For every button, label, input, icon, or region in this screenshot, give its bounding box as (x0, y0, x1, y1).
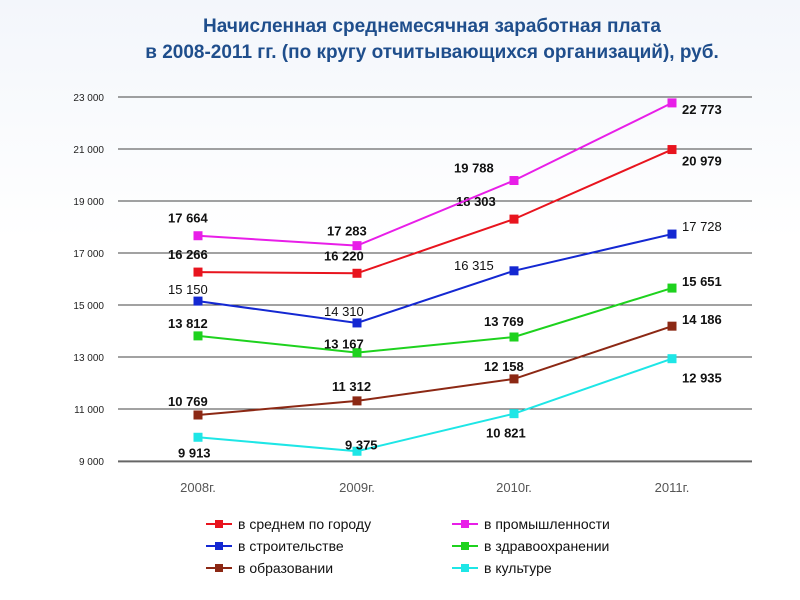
data-label: 14 186 (682, 312, 722, 327)
data-point-marker (352, 241, 362, 251)
y-tick-label: 13 000 (73, 353, 104, 364)
data-label: 12 935 (682, 371, 722, 386)
data-label: 13 812 (168, 316, 208, 331)
legend-label: в здравоохранении (484, 538, 610, 554)
y-tick-label: 9 000 (79, 457, 104, 468)
x-tick-label: 2011г. (655, 480, 690, 495)
data-point-marker (509, 214, 519, 224)
data-point-marker (667, 229, 677, 239)
data-label: 22 773 (682, 102, 722, 117)
chart-title: Начисленная среднемесячная заработная пл… (0, 14, 800, 66)
data-point-marker (667, 321, 677, 331)
data-point-marker (667, 354, 677, 364)
data-point-marker (352, 318, 362, 328)
x-tick-label: 2008г. (180, 480, 216, 495)
legend-item: в культуре (452, 558, 666, 578)
y-tick-label: 21 000 (73, 145, 104, 156)
data-label: 13 769 (484, 314, 524, 329)
y-tick-label: 15 000 (73, 301, 104, 312)
legend-swatch-marker (461, 564, 469, 572)
chart-legend: в среднем по городу в промышленности в стр… (206, 514, 666, 578)
y-tick-label: 11 000 (74, 405, 104, 416)
data-label: 13 167 (324, 337, 364, 352)
y-tick-label: 23 000 (73, 93, 104, 104)
data-point-marker (193, 331, 203, 341)
legend-item: в здравоохранении (452, 536, 666, 556)
y-tick-label: 17 000 (73, 249, 104, 260)
data-point-marker (509, 332, 519, 342)
data-label: 15 651 (682, 274, 722, 289)
data-point-marker (193, 410, 203, 420)
x-tick-label: 2009г. (339, 480, 375, 495)
data-label: 16 220 (324, 248, 364, 263)
data-label: 17 283 (327, 224, 367, 239)
series-line (197, 102, 673, 247)
legend-swatch-marker (215, 564, 223, 572)
data-label: 10 821 (486, 426, 526, 441)
legend-item: в образовании (206, 558, 452, 578)
data-point-marker (352, 268, 362, 278)
legend-swatch (206, 518, 232, 530)
series-line (197, 148, 673, 275)
data-point-marker (352, 348, 362, 358)
series-line (197, 233, 673, 324)
legend-item: в промышленности (452, 514, 666, 534)
data-label: 11 312 (332, 379, 371, 394)
data-label: 16 315 (454, 258, 494, 273)
series-line (197, 325, 673, 417)
legend-swatch (206, 540, 232, 552)
data-label: 9 375 (345, 437, 378, 452)
series-line (197, 287, 673, 354)
data-label: 15 150 (168, 282, 208, 297)
legend-swatch-marker (461, 520, 469, 528)
legend-label: в среднем по городу (238, 516, 372, 532)
data-point-marker (509, 409, 519, 419)
data-label: 14 310 (324, 304, 364, 319)
legend-swatch-marker (215, 542, 223, 550)
title-line-1: Начисленная среднемесячная заработная пл… (203, 16, 661, 37)
legend-item: в среднем по городу (206, 514, 452, 534)
data-point-marker (193, 231, 203, 241)
legend-swatch (206, 562, 232, 574)
data-label: 10 769 (168, 394, 208, 409)
legend-label: в промышленности (484, 516, 610, 532)
legend-swatch (452, 562, 478, 574)
data-label: 12 158 (484, 359, 524, 374)
data-point-marker (667, 145, 677, 155)
data-label: 19 788 (454, 161, 494, 176)
data-label: 20 979 (682, 154, 722, 169)
data-point-marker (509, 374, 519, 384)
data-point-marker (193, 267, 203, 277)
data-point-marker (509, 266, 519, 276)
series-line (197, 357, 673, 453)
legend-swatch-marker (215, 520, 223, 528)
data-label: 17 664 (168, 211, 209, 226)
title-line-2: в 2008-2011 гг. (по кругу отчитывающихся… (145, 42, 719, 63)
data-point-marker (667, 98, 677, 108)
data-label: 9 913 (178, 445, 211, 460)
legend-swatch (452, 518, 478, 530)
legend-label: в образовании (238, 560, 334, 576)
y-tick-label: 19 000 (73, 197, 104, 208)
data-point-marker (667, 283, 677, 293)
data-point-marker (193, 296, 203, 306)
legend-label: в культуре (484, 560, 552, 576)
data-point-marker (509, 176, 519, 186)
data-label: 18 303 (456, 194, 496, 209)
legend-item: в строительстве (206, 536, 452, 556)
data-point-marker (352, 396, 362, 406)
legend-swatch (452, 540, 478, 552)
data-point-marker (352, 446, 362, 456)
x-tick-label: 2010г. (496, 480, 532, 495)
data-label: 16 266 (168, 247, 208, 262)
legend-label: в строительстве (238, 538, 344, 554)
data-label: 17 728 (682, 219, 722, 234)
legend-swatch-marker (461, 542, 469, 550)
data-point-marker (193, 432, 203, 442)
